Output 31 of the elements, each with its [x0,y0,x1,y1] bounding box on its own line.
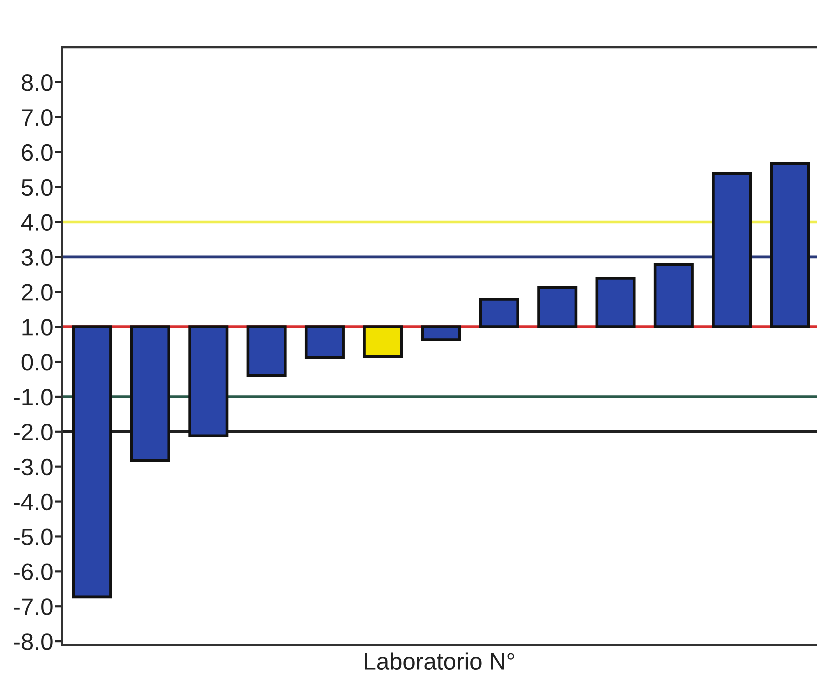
y-tick-label: 5.0 [22,179,53,196]
y-tick-label: 0.0 [22,354,53,371]
y-tick-label: 6.0 [22,144,53,162]
bar [712,172,752,328]
bar [188,326,229,438]
bar [246,326,287,378]
bar [72,326,112,599]
bar [770,162,810,328]
y-tick-label: -7.0 [14,598,53,616]
bar [654,263,694,328]
y-tick-label: -5.0 [14,528,53,546]
bar [304,326,345,360]
y-tick-label: -8.0 [14,634,53,650]
y-tick-label: 3.0 [22,249,53,266]
bar [130,326,170,462]
y-tick-label: -3.0 [14,458,53,476]
y-tick-label: -6.0 [14,564,53,580]
bar [596,277,636,328]
bar [479,298,520,328]
y-tick-label: -2.0 [14,424,53,441]
bar [363,326,404,358]
y-tick-label: 4.0 [21,214,53,232]
x-axis-title: Laboratorio N° [365,652,514,670]
y-tick-label: -1.0 [14,389,53,406]
y-tick-label: 8.0 [22,74,53,92]
bar [538,286,578,328]
y-tick-label: 2.0 [22,284,53,301]
y-tick-label: -4.0 [14,494,53,511]
y-tick-label: 7.0 [22,109,53,126]
bar [421,326,462,342]
y-tick-label: 1.0 [22,319,53,336]
